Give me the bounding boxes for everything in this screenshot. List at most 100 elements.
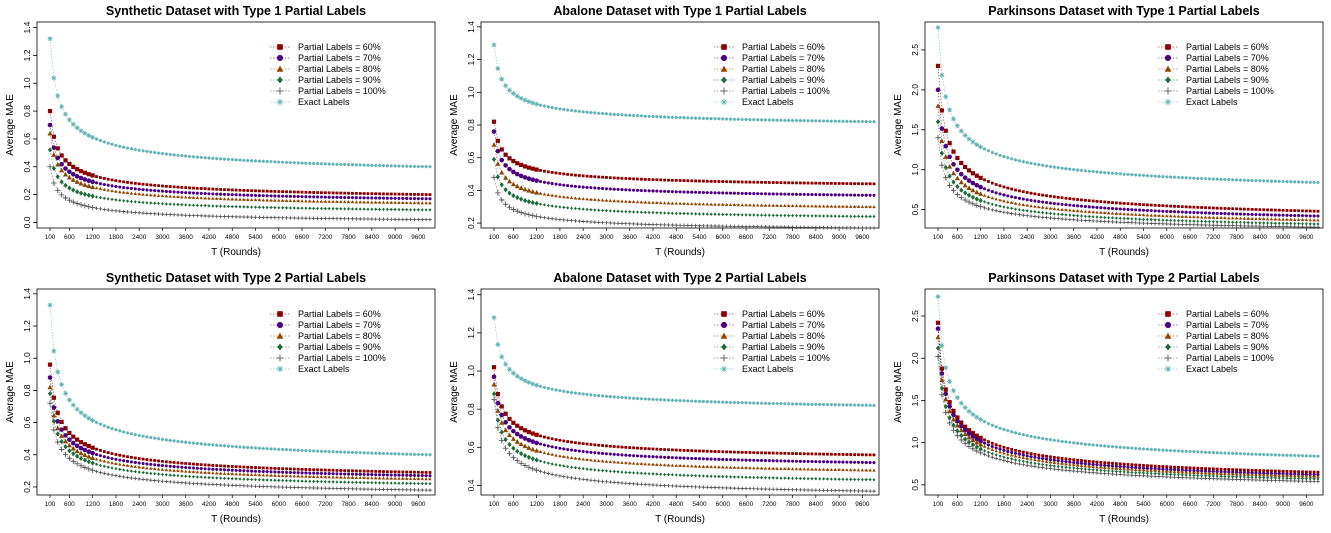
data-point — [616, 176, 620, 180]
data-point — [795, 181, 798, 185]
data-point — [935, 320, 941, 325]
data-point — [300, 206, 304, 210]
data-point — [1195, 222, 1200, 227]
data-point — [511, 420, 516, 425]
data-point — [343, 472, 347, 476]
data-point — [257, 198, 262, 202]
data-point — [401, 476, 405, 480]
data-point — [203, 156, 207, 160]
data-point — [659, 189, 663, 193]
x-tick-label: 1800 — [997, 234, 1012, 241]
data-point — [1083, 218, 1088, 223]
data-point — [872, 193, 876, 197]
data-point — [534, 167, 539, 172]
data-point — [1269, 473, 1274, 477]
data-point — [546, 216, 551, 221]
data-point — [1300, 214, 1305, 218]
data-point — [257, 193, 261, 198]
data-point — [1072, 197, 1076, 201]
data-point — [592, 478, 597, 483]
data-point — [397, 200, 401, 204]
data-point — [514, 373, 520, 379]
data-point — [381, 196, 386, 200]
data-point — [420, 474, 424, 478]
data-point — [511, 428, 516, 434]
data-point — [58, 446, 65, 453]
data-point — [767, 181, 771, 184]
data-point — [518, 441, 524, 447]
data-point — [744, 213, 748, 217]
data-point — [281, 467, 285, 471]
data-point — [382, 481, 385, 485]
data-point — [806, 214, 810, 218]
data-point — [1266, 471, 1270, 475]
data-point — [90, 445, 95, 450]
data-point — [1041, 454, 1045, 458]
data-point — [678, 463, 682, 467]
data-point — [381, 200, 386, 204]
data-point — [98, 458, 103, 462]
data-point — [791, 181, 794, 185]
data-point — [1273, 217, 1278, 221]
data-point — [771, 487, 776, 492]
data-point — [1002, 455, 1006, 459]
data-point — [428, 488, 432, 492]
data-point — [732, 400, 737, 405]
data-point — [577, 477, 582, 481]
data-point — [219, 464, 223, 468]
data-point — [1091, 219, 1095, 223]
data-point — [401, 200, 405, 205]
data-point — [249, 484, 254, 488]
data-point — [601, 444, 604, 447]
data-point — [674, 448, 678, 452]
data-point — [655, 189, 659, 193]
data-point — [335, 472, 339, 476]
data-point — [1130, 212, 1134, 216]
data-point — [1308, 474, 1312, 478]
data-point — [639, 446, 643, 450]
data-point — [296, 448, 300, 452]
data-point — [149, 466, 153, 470]
data-point — [608, 452, 612, 456]
data-point — [1246, 468, 1250, 472]
data-point — [385, 487, 390, 492]
data-point — [215, 471, 219, 475]
data-point — [1204, 474, 1207, 478]
data-point — [1079, 218, 1084, 223]
data-point — [1041, 457, 1045, 461]
data-point — [292, 199, 296, 203]
data-point — [1134, 208, 1138, 212]
data-point — [265, 189, 269, 193]
data-point — [405, 476, 409, 480]
data-point — [690, 464, 694, 468]
data-point — [1262, 217, 1266, 221]
data-point — [269, 473, 273, 477]
data-point — [63, 444, 68, 450]
data-point — [1316, 225, 1320, 230]
data-point — [1056, 207, 1060, 211]
data-point — [312, 195, 316, 199]
data-point — [176, 185, 180, 189]
data-point — [1045, 454, 1048, 458]
data-point — [1261, 224, 1266, 229]
data-point — [514, 183, 520, 189]
x-tick-label: 2400 — [576, 501, 591, 508]
data-point — [783, 203, 787, 208]
data-point — [153, 459, 157, 462]
data-point — [242, 205, 246, 209]
data-point — [401, 470, 405, 474]
data-point — [1118, 466, 1122, 471]
data-point — [133, 469, 137, 474]
data-point — [647, 222, 651, 227]
data-point — [562, 454, 566, 458]
data-point — [1289, 453, 1293, 458]
data-point — [265, 466, 269, 470]
data-point — [970, 180, 976, 186]
data-point — [837, 214, 841, 218]
data-point — [404, 487, 409, 492]
data-point — [172, 468, 176, 472]
data-point — [304, 468, 308, 471]
data-point — [670, 484, 675, 488]
data-point — [720, 224, 725, 228]
data-point — [806, 204, 810, 208]
